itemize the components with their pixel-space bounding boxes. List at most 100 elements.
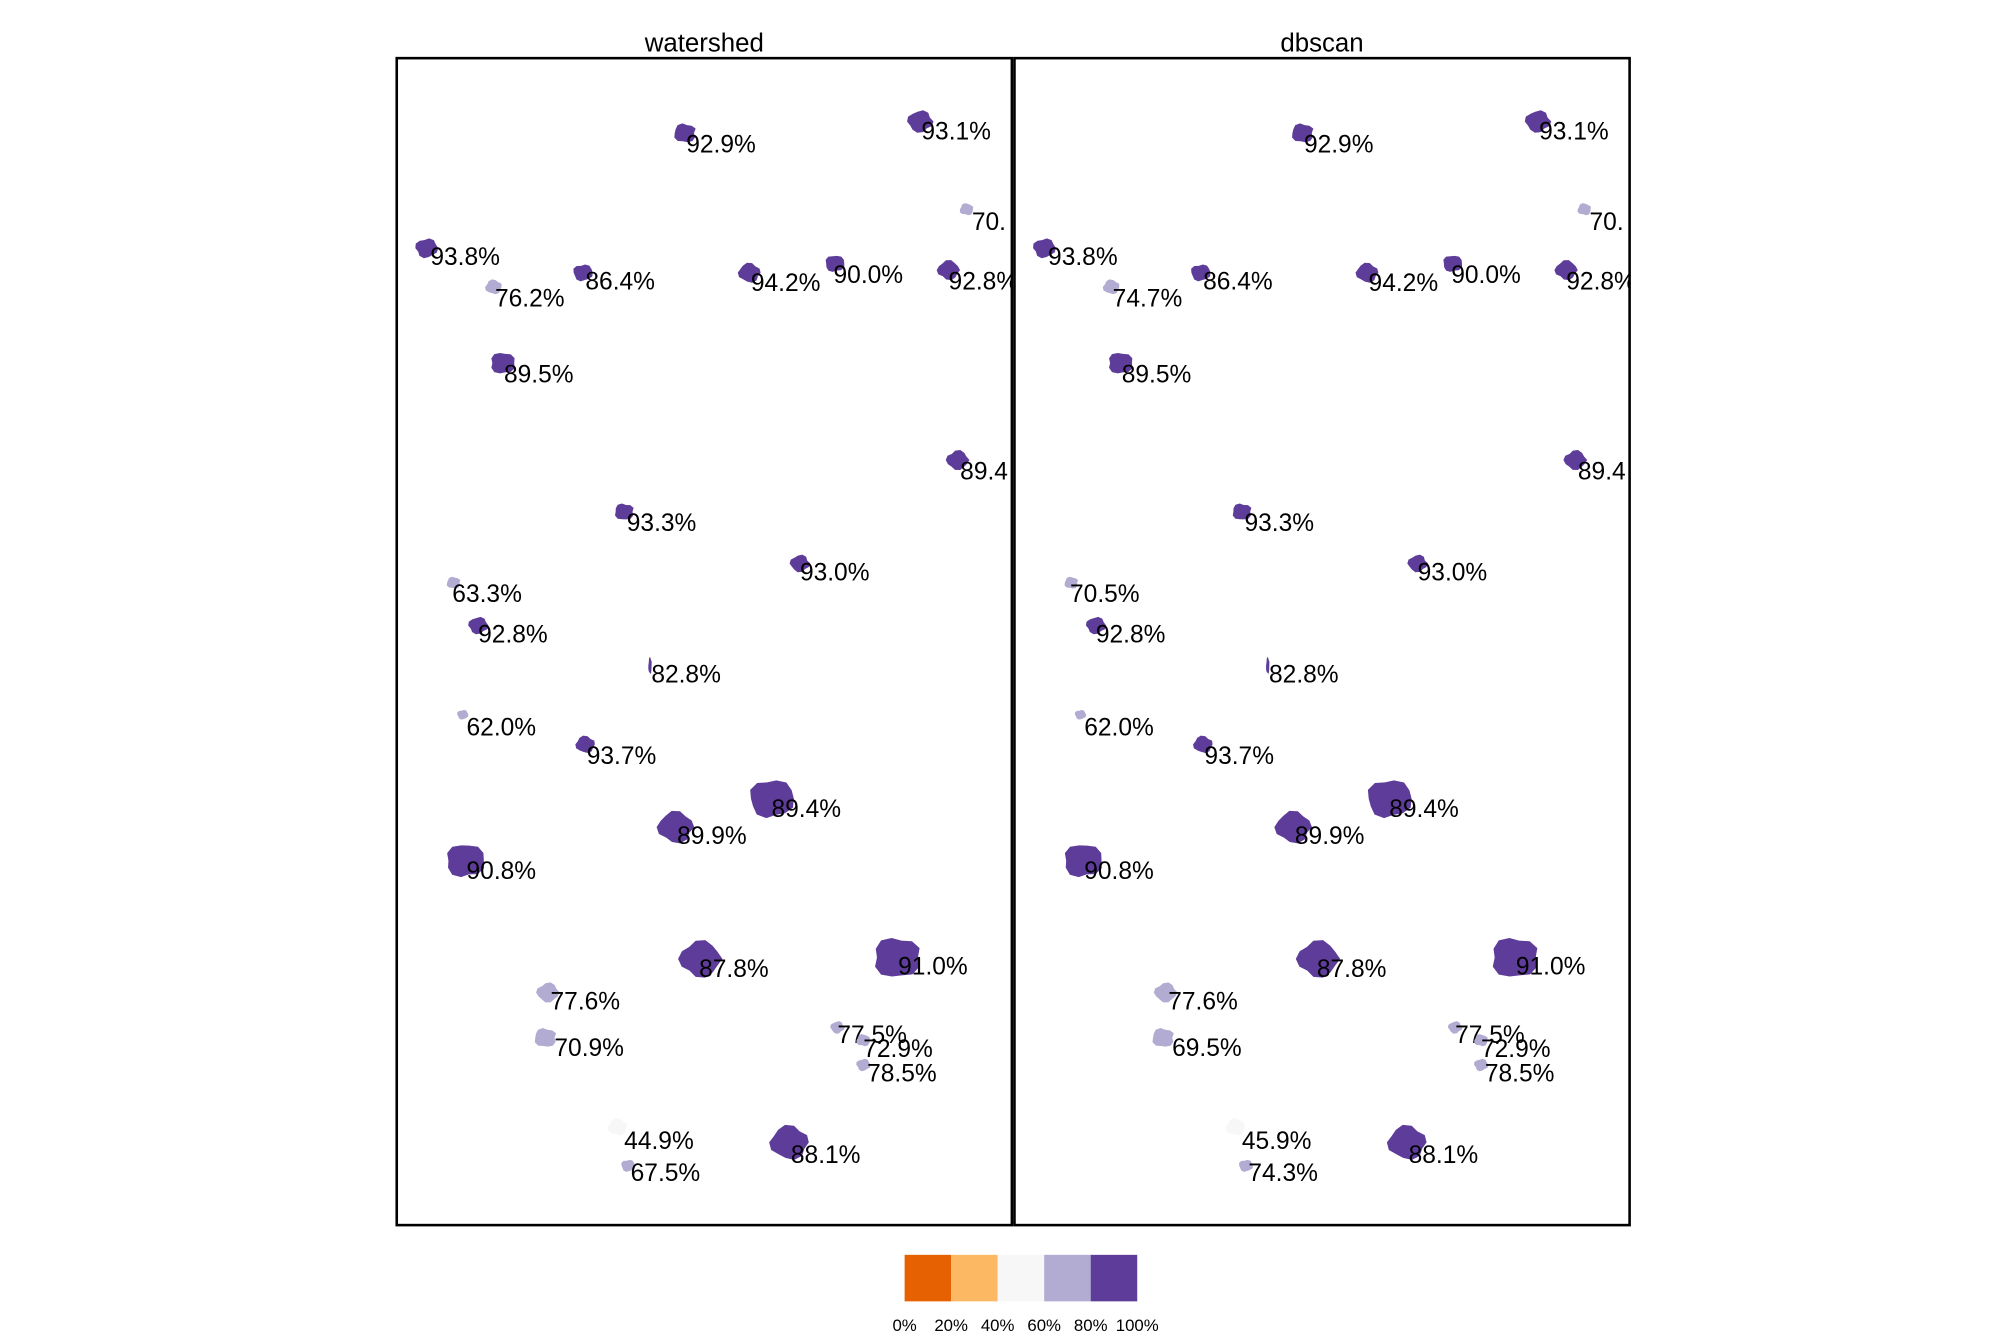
region-label: 72.9%: [863, 1036, 933, 1063]
region-label: 92.9%: [1304, 132, 1374, 159]
region-shape: [1563, 449, 1588, 471]
region-shape: [1443, 255, 1462, 272]
region-shape: [573, 264, 593, 282]
panel-dbscan: dbscan 92.9% 93.1% 70. 93.8% 74.7% 86.4% 94.2% 9…: [1013, 30, 1636, 1227]
region-shape: [1232, 503, 1252, 520]
region-label: 90.0%: [1451, 262, 1521, 289]
legend-swatch: [1044, 1254, 1091, 1302]
region-label: 62.0%: [1084, 714, 1154, 741]
legend-tick-label: 100%: [1116, 1316, 1159, 1335]
panel-title: watershed: [644, 30, 764, 58]
region-shape: [575, 735, 595, 754]
region-shape: [1355, 262, 1379, 283]
region-label: 92.8%: [949, 268, 1019, 295]
region-label: 88.1%: [791, 1142, 861, 1169]
region-shape: [536, 982, 560, 1003]
region-shape: [1064, 845, 1102, 878]
region-shape: [789, 554, 811, 573]
region-shape: [1554, 260, 1578, 281]
legend-tick-label: 40%: [981, 1316, 1015, 1335]
region-shape: [648, 656, 652, 674]
region-label: 89.9%: [677, 823, 747, 850]
region-label: 93.0%: [800, 559, 870, 586]
legend-swatch: [951, 1254, 998, 1302]
region-label: 94.2%: [751, 270, 821, 297]
region-shape: [830, 1021, 845, 1034]
region-shape: [1074, 709, 1087, 720]
region-shape: [825, 255, 845, 272]
region-label: 74.3%: [1248, 1160, 1318, 1187]
legend-tick-label: 20%: [934, 1316, 968, 1335]
region-label: 82.8%: [1269, 661, 1339, 688]
region-shape: [1367, 780, 1412, 819]
legend-swatch: [904, 1254, 952, 1302]
region-label: 69.5%: [1172, 1035, 1242, 1062]
region-shape: [750, 780, 794, 819]
region-shape: [1447, 1021, 1463, 1034]
region-label: 77.6%: [1168, 988, 1238, 1015]
region-label: 77.5%: [837, 1022, 907, 1049]
region-shape: [856, 1058, 871, 1072]
region-label: 89.5%: [504, 362, 574, 389]
region-label: 63.3%: [452, 581, 522, 608]
region-shape: [769, 1124, 809, 1160]
region-shape: [945, 449, 970, 471]
region-shape: [1407, 554, 1429, 573]
region-label: 93.0%: [1418, 559, 1488, 586]
region-shape: [1033, 238, 1056, 259]
region-label: 93.3%: [627, 510, 697, 537]
region-label: 93.7%: [587, 743, 657, 770]
region-shape: [447, 845, 484, 878]
legend-swatch: [1090, 1254, 1138, 1302]
region-label: 70.5%: [1070, 581, 1140, 608]
region-label: 67.5%: [631, 1160, 701, 1187]
panel-watershed: watershed 92.9% 93.1% 70. 93.8% 76.2% 86.4% 94.…: [395, 30, 1019, 1227]
region-shape: [534, 1028, 557, 1047]
region-shape: [615, 503, 634, 520]
region-shape: [1064, 576, 1079, 589]
region-label: 62.0%: [467, 714, 537, 741]
legend-swatch: [997, 1254, 1045, 1302]
region-label: 93.7%: [1204, 743, 1274, 770]
region-label: 90.0%: [834, 262, 904, 289]
region-label: 92.8%: [1566, 268, 1636, 295]
region-shape: [1102, 279, 1120, 295]
region-label: 70.: [1590, 209, 1624, 236]
region-shape: [446, 576, 461, 589]
region-shape: [1577, 203, 1591, 216]
region-shape: [678, 940, 723, 978]
panel-title: dbscan: [1280, 30, 1363, 58]
region-shape: [1474, 1058, 1489, 1072]
region-label: 70.: [972, 209, 1006, 236]
region-label: 89.4%: [772, 796, 842, 823]
region-shape: [1524, 110, 1552, 133]
region-shape: [1386, 1124, 1427, 1160]
region-shape: [457, 709, 469, 720]
region-shape: [1266, 656, 1270, 674]
region-label: 91.0%: [1516, 953, 1586, 980]
region-shape: [1191, 264, 1211, 282]
region-label: 89.4%: [1389, 796, 1459, 823]
region-label: 90.8%: [1084, 858, 1154, 885]
region-label: 92.9%: [686, 132, 756, 159]
region-label: 90.8%: [467, 858, 537, 885]
legend-tick-label: 80%: [1074, 1316, 1108, 1335]
region-shape: [485, 279, 502, 295]
region-shape: [856, 1034, 870, 1047]
region-shape: [1225, 1118, 1245, 1136]
region-label: 92.8%: [478, 621, 548, 648]
region-label: 44.9%: [624, 1128, 694, 1155]
region-shape: [468, 616, 489, 635]
region-label: 77.5%: [1455, 1022, 1525, 1049]
region-label: 89.4: [960, 458, 1008, 485]
region-label: 93.3%: [1244, 510, 1314, 537]
region-shape: [936, 260, 961, 281]
region-label: 72.9%: [1481, 1036, 1551, 1063]
region-label: 89.4: [1578, 458, 1626, 485]
region-label: 93.8%: [430, 244, 500, 271]
legend-tick-label: 0%: [892, 1316, 916, 1335]
region-label: 74.7%: [1113, 285, 1183, 312]
region-label: 76.2%: [495, 285, 565, 312]
region-label: 91.0%: [898, 953, 968, 980]
